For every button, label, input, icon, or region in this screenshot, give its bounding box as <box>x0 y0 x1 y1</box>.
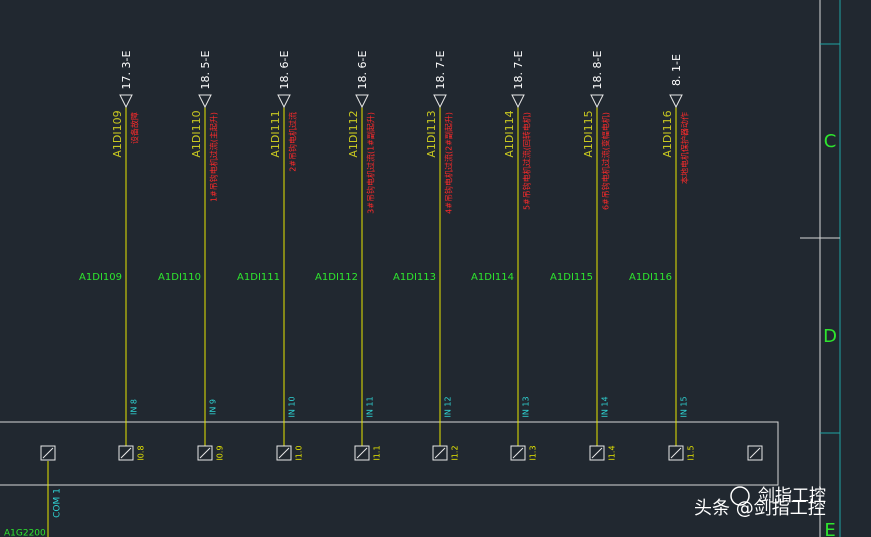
signal-description: 3#吊钩电机过流(1#副起升) <box>366 112 376 214</box>
signal-tag: A1DI112 <box>347 110 360 157</box>
address-label: I0.9 <box>216 445 225 460</box>
signal-description: 5#吊钩电机过流(回转电机) <box>522 112 532 210</box>
terminal <box>432 445 448 461</box>
terminal <box>40 445 56 461</box>
signal-description: 1#吊钩电机过流(主起升) <box>209 112 219 202</box>
watermark-source: 头条 @剑指工控 <box>694 498 826 519</box>
cross-reference: 8. 1-E <box>670 54 683 86</box>
input-label: IN 8 <box>130 399 139 415</box>
terminal <box>276 445 292 461</box>
cross-reference: 18. 6-E <box>356 51 369 90</box>
terminal-slash <box>42 447 54 459</box>
signal-description: 2#吊钩电机过流 <box>288 112 298 172</box>
off-page-arrow <box>277 94 291 109</box>
terminal-slash <box>749 447 761 459</box>
terminal <box>747 445 763 461</box>
terminal <box>197 445 213 461</box>
terminal-slash <box>591 447 603 459</box>
input-label: IN 10 <box>288 396 297 417</box>
address-label: I1.3 <box>529 445 538 460</box>
cross-reference: 18. 6-E <box>278 51 291 90</box>
terminal-slash <box>199 447 211 459</box>
cross-reference: 17. 3-E <box>120 51 133 90</box>
zone-label: C <box>824 131 837 152</box>
net-label: A1DI109 <box>79 272 122 283</box>
com-label: COM 1 <box>53 488 63 518</box>
zone-label: E <box>824 520 835 537</box>
signal-description: 4#吊钩电机过流(2#副起升) <box>444 112 454 214</box>
signal-description: 6#吊钩电机过流(变幅电机) <box>601 112 611 210</box>
signal-tag: A1DI111 <box>269 110 282 157</box>
terminal-slash <box>120 447 132 459</box>
cross-reference: 18. 5-E <box>199 51 212 90</box>
plc-module-frame <box>0 421 779 486</box>
input-label: IN 14 <box>601 396 610 417</box>
input-label: IN 12 <box>444 396 453 417</box>
net-label: A1DI110 <box>158 272 201 283</box>
com-terminal <box>40 445 56 461</box>
net-label: A1DI113 <box>393 272 436 283</box>
signal-tag: A1DI116 <box>661 110 674 157</box>
signal-description: 本地电机保护器动作 <box>680 112 690 184</box>
address-label: I1.4 <box>608 445 617 460</box>
off-page-arrow <box>590 94 604 109</box>
net-label: A1DI111 <box>237 272 280 283</box>
terminal <box>354 445 370 461</box>
cross-reference: 18. 7-E <box>434 51 447 90</box>
terminal-slash <box>512 447 524 459</box>
address-label: I1.2 <box>451 445 460 460</box>
signal-description: 设备故障 <box>130 112 140 144</box>
terminal <box>668 445 684 461</box>
off-page-arrow <box>669 94 683 109</box>
signal-tag: A1DI115 <box>582 110 595 157</box>
input-label: IN 15 <box>680 396 689 417</box>
net-label: A1DI114 <box>471 272 514 283</box>
zone-label: D <box>823 326 837 347</box>
off-page-arrow <box>433 94 447 109</box>
input-label: IN 9 <box>209 399 218 415</box>
terminal <box>118 445 134 461</box>
spare-terminal <box>747 445 763 461</box>
watermark: 剑指工控 头条 @剑指工控 <box>694 486 826 519</box>
off-page-arrow <box>511 94 525 109</box>
net-label: A1DI112 <box>315 272 358 283</box>
address-label: I1.5 <box>687 445 696 460</box>
signal-tag: A1DI110 <box>190 110 203 157</box>
cross-reference: 18. 7-E <box>512 51 525 90</box>
address-label: I1.0 <box>295 445 304 460</box>
terminal <box>589 445 605 461</box>
net-label: A1DI116 <box>629 272 672 283</box>
signal-tag: A1DI113 <box>425 110 438 157</box>
input-label: IN 13 <box>522 396 531 417</box>
off-page-arrow <box>355 94 369 109</box>
off-page-arrow <box>198 94 212 109</box>
terminal <box>510 445 526 461</box>
terminal-slash <box>356 447 368 459</box>
terminal-slash <box>278 447 290 459</box>
terminal-slash <box>434 447 446 459</box>
address-label: I1.1 <box>373 445 382 460</box>
watermark-logo-text: 剑指工控 <box>758 486 826 506</box>
input-label: IN 11 <box>366 396 375 417</box>
watermark-logo <box>730 486 750 506</box>
cross-reference: 18. 8-E <box>591 51 604 90</box>
signal-tag: A1DI109 <box>111 110 124 157</box>
off-page-arrow <box>119 94 133 109</box>
terminal-slash <box>670 447 682 459</box>
signal-tag: A1DI114 <box>503 110 516 157</box>
net-label: A1DI115 <box>550 272 593 283</box>
address-label: I0.8 <box>137 445 146 460</box>
wire-label: A1G2200 <box>4 529 46 537</box>
